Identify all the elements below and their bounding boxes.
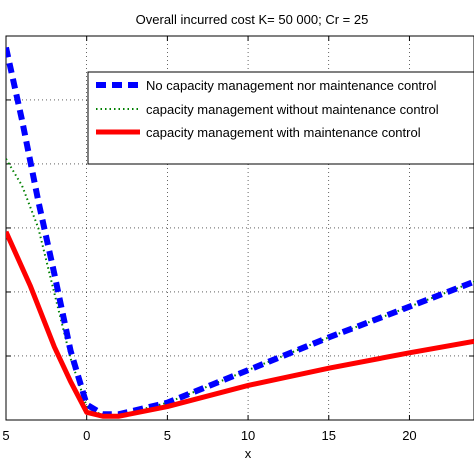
legend-label-1: No capacity management nor maintenance c… xyxy=(146,78,437,93)
legend-label-2: capacity management without maintenance … xyxy=(146,102,439,117)
x-tick-label: 5 xyxy=(2,428,9,443)
x-tick-label: 20 xyxy=(402,428,416,443)
legend-label-3: capacity management with maintenance con… xyxy=(146,125,421,140)
legend-box xyxy=(87,71,474,165)
x-tick-label: 5 xyxy=(164,428,171,443)
legend: No capacity management nor maintenance c… xyxy=(87,71,474,165)
x-axis-label: x xyxy=(245,446,252,461)
x-tick-labels: 5 0 5 10 15 20 xyxy=(2,428,416,443)
x-tick-label: 0 xyxy=(83,428,90,443)
x-tick-label: 15 xyxy=(322,428,336,443)
chart-title: Overall incurred cost K= 50 000; Cr = 25 xyxy=(136,12,369,27)
series-line-3 xyxy=(6,230,474,419)
series-lines xyxy=(6,46,474,419)
x-tick-label: 10 xyxy=(241,428,255,443)
